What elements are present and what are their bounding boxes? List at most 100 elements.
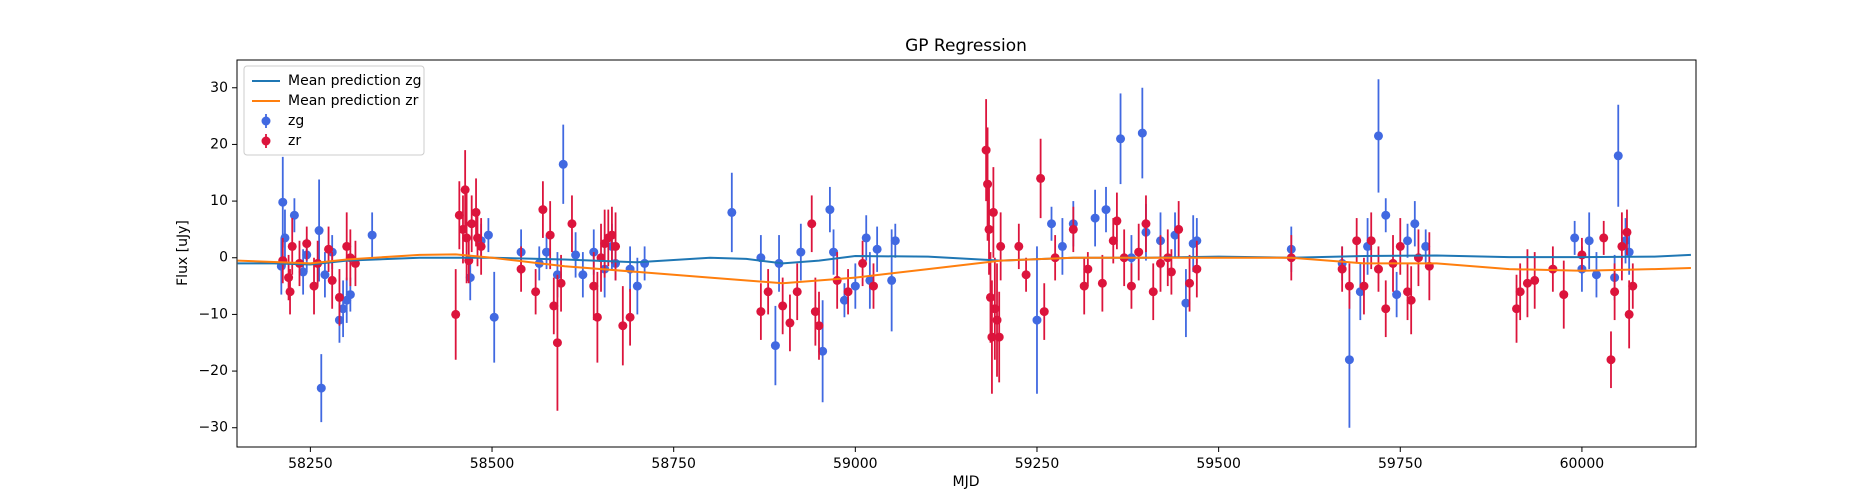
data-point xyxy=(818,346,828,356)
y-tick-label: 20 xyxy=(210,136,228,152)
data-point xyxy=(858,258,868,268)
data-point xyxy=(1090,213,1100,223)
x-tick-label: 59250 xyxy=(1015,456,1060,472)
data-point xyxy=(334,292,344,302)
data-point xyxy=(756,307,766,317)
data-point xyxy=(1613,151,1623,161)
data-point xyxy=(994,332,1004,342)
data-point xyxy=(727,207,737,217)
data-point xyxy=(1610,287,1620,297)
data-point xyxy=(324,244,334,254)
data-point xyxy=(1628,281,1638,291)
y-tick-label: −20 xyxy=(198,363,228,379)
data-point xyxy=(825,205,835,215)
data-point xyxy=(1083,264,1093,274)
mean-line xyxy=(237,253,1691,266)
data-point xyxy=(1108,236,1118,246)
data-point xyxy=(868,281,878,291)
data-point xyxy=(890,236,900,246)
y-tick-label: 10 xyxy=(210,193,228,209)
data-point xyxy=(872,244,882,254)
plot-area xyxy=(237,79,1691,428)
data-point xyxy=(278,197,288,207)
data-point xyxy=(309,281,319,291)
data-point xyxy=(1047,219,1057,229)
data-point xyxy=(992,315,1002,325)
x-tick-label: 60000 xyxy=(1560,456,1605,472)
data-point xyxy=(618,321,628,331)
data-point xyxy=(1126,281,1136,291)
data-point xyxy=(1559,290,1569,300)
data-point xyxy=(531,287,541,297)
data-point xyxy=(1624,309,1634,319)
data-point xyxy=(1068,224,1078,234)
data-point xyxy=(1591,270,1601,280)
legend-marker xyxy=(261,116,271,126)
data-point xyxy=(1392,290,1402,300)
data-point xyxy=(887,275,897,285)
data-point xyxy=(1137,128,1147,138)
x-tick-label: 59000 xyxy=(833,456,878,472)
data-point xyxy=(1101,205,1111,215)
data-point xyxy=(489,312,499,322)
data-point xyxy=(1413,253,1423,263)
data-point xyxy=(1097,278,1107,288)
data-point xyxy=(1032,315,1042,325)
data-point xyxy=(1410,219,1420,229)
data-point xyxy=(1359,281,1369,291)
data-point xyxy=(1344,281,1354,291)
mean-line xyxy=(237,253,1691,285)
data-point xyxy=(367,230,377,240)
data-point xyxy=(1148,287,1158,297)
data-point xyxy=(984,224,994,234)
data-point xyxy=(792,287,802,297)
data-point xyxy=(516,264,526,274)
data-point xyxy=(589,281,599,291)
legend-marker xyxy=(261,136,271,146)
data-point xyxy=(1395,241,1405,251)
y-tick-label: −30 xyxy=(198,420,228,436)
data-point xyxy=(1381,210,1391,220)
data-point xyxy=(567,219,577,229)
data-point xyxy=(1352,236,1362,246)
data-point xyxy=(1373,264,1383,274)
data-point xyxy=(1381,304,1391,314)
data-point xyxy=(462,233,472,243)
x-tick-label: 59750 xyxy=(1378,456,1423,472)
x-tick-label: 58500 xyxy=(470,456,515,472)
data-point xyxy=(338,304,348,314)
chart-title: GP Regression xyxy=(905,36,1027,56)
data-point xyxy=(1192,264,1202,274)
data-point xyxy=(770,341,780,351)
data-point xyxy=(843,287,853,297)
data-point xyxy=(538,205,548,215)
data-point xyxy=(632,281,642,291)
data-point xyxy=(1181,298,1191,308)
data-point xyxy=(451,309,461,319)
data-point xyxy=(778,301,788,311)
data-point xyxy=(1134,247,1144,257)
data-point xyxy=(1166,267,1176,277)
data-point xyxy=(342,241,352,251)
data-point xyxy=(1337,264,1347,274)
data-point xyxy=(287,241,297,251)
data-point xyxy=(552,338,562,348)
data-point xyxy=(990,304,1000,314)
data-point xyxy=(1057,241,1067,251)
data-point xyxy=(460,185,470,195)
data-point xyxy=(483,230,493,240)
data-point xyxy=(814,321,824,331)
data-point xyxy=(556,278,566,288)
data-point xyxy=(476,241,486,251)
data-point xyxy=(1156,258,1166,268)
data-point xyxy=(861,233,871,243)
y-tick-label: 0 xyxy=(219,250,228,266)
data-point xyxy=(571,250,581,260)
data-point xyxy=(988,207,998,217)
data-point xyxy=(592,312,602,322)
data-point xyxy=(302,239,312,249)
data-point xyxy=(1185,278,1195,288)
data-point xyxy=(1599,233,1609,243)
data-point xyxy=(1548,264,1558,274)
data-point xyxy=(467,219,477,229)
